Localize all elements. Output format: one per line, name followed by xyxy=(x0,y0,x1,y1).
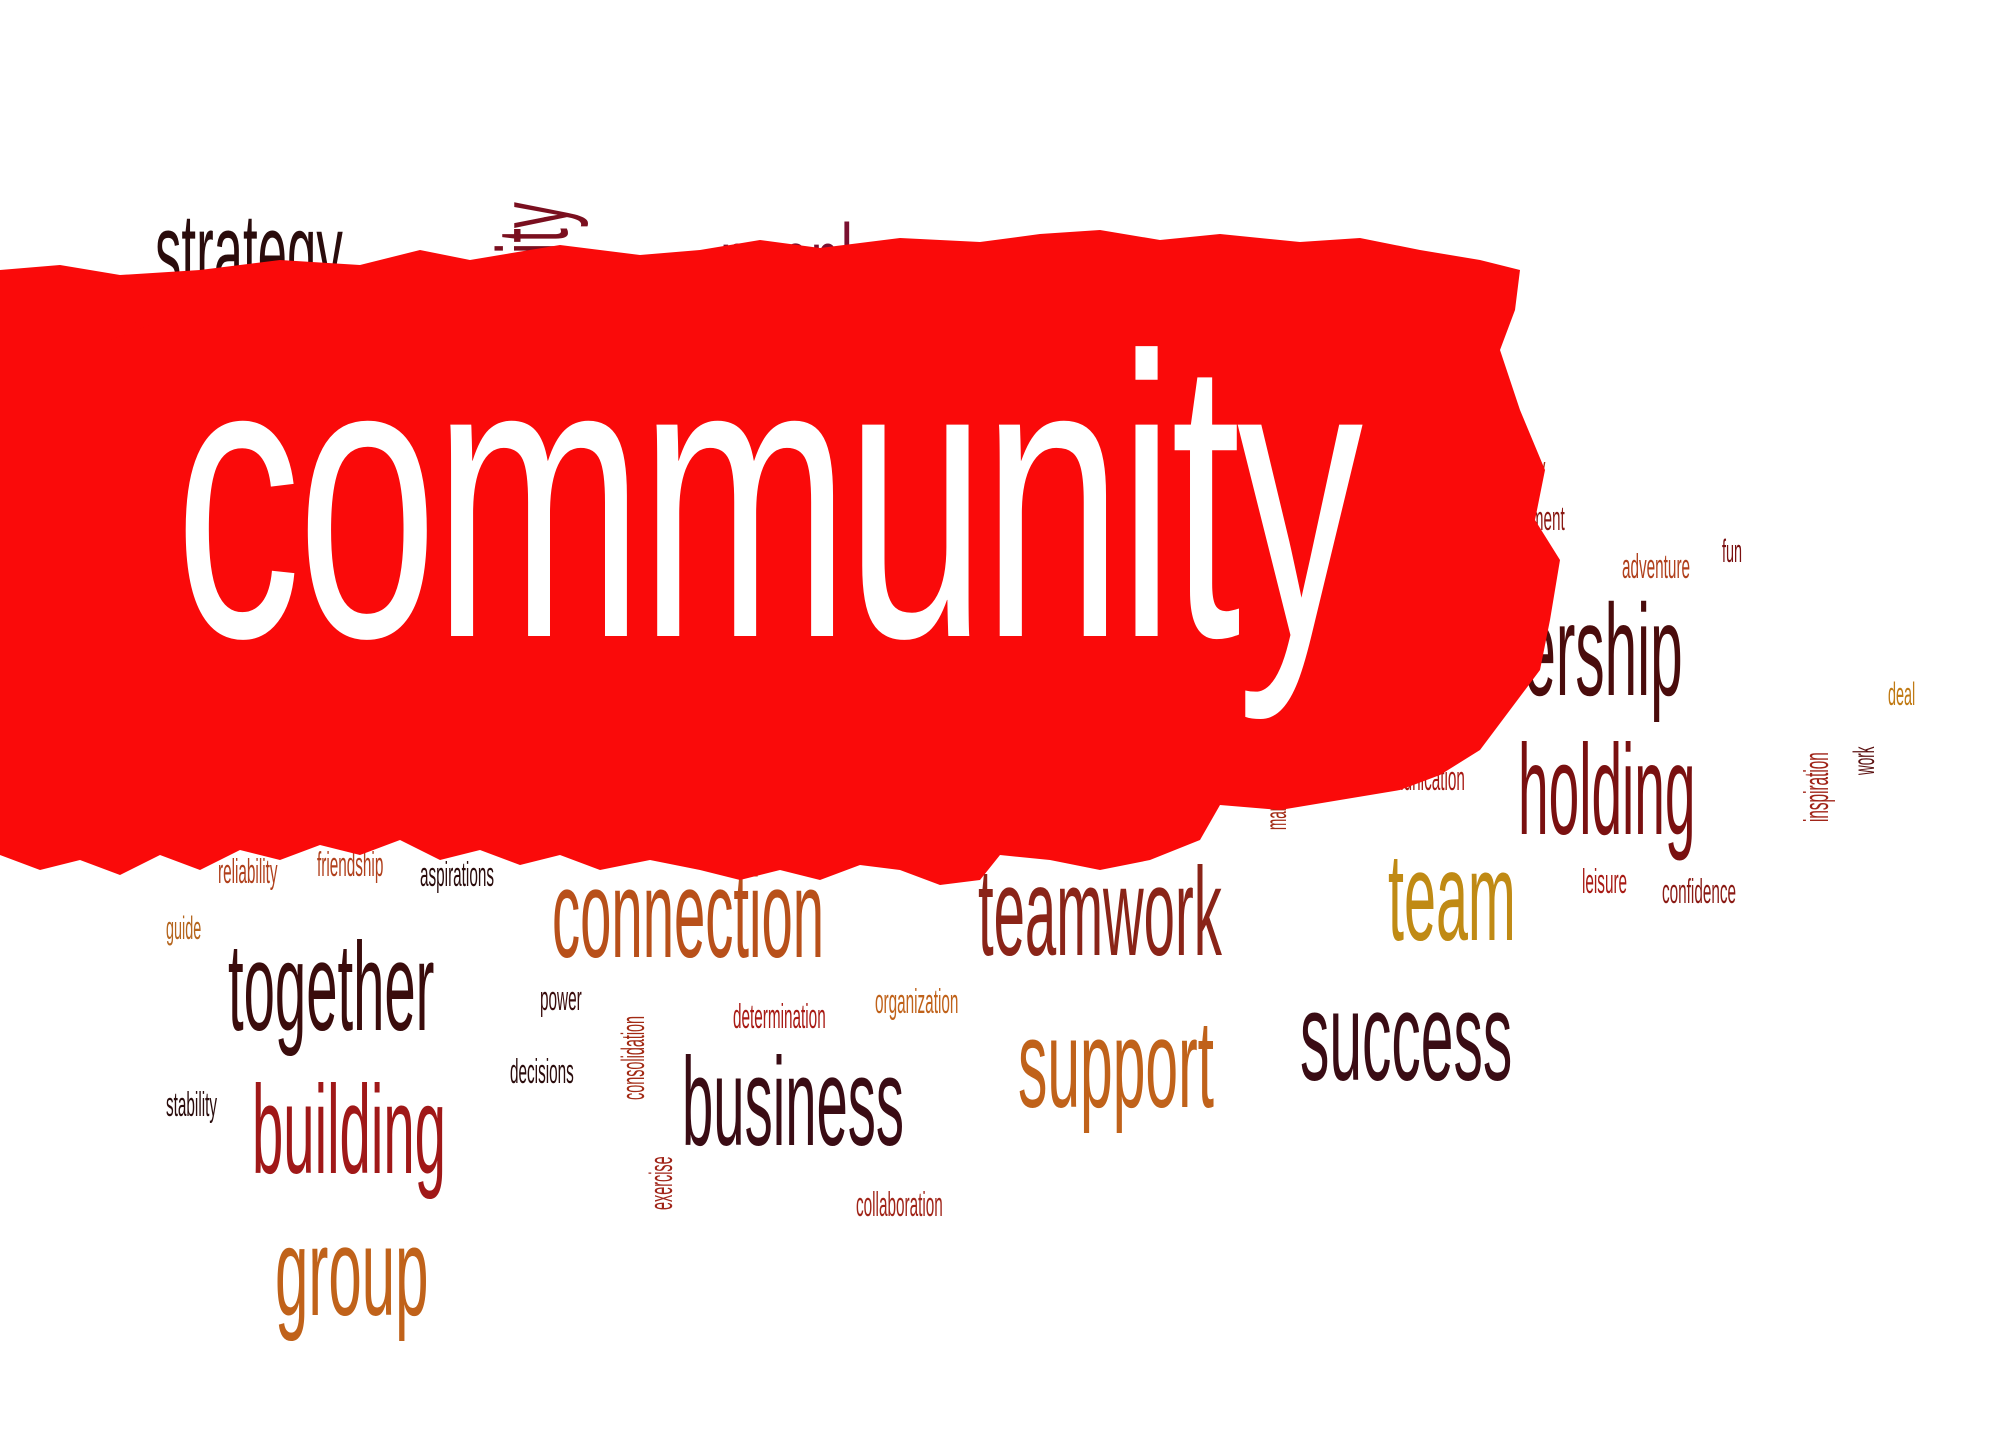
word-connection: connection xyxy=(552,845,825,984)
word-exercise: exercise xyxy=(643,1156,679,1210)
word-guide: guide xyxy=(166,910,202,946)
word-deal: deal xyxy=(1888,676,1916,712)
word-team: team xyxy=(1388,828,1516,967)
word-friendship: friendship xyxy=(317,846,384,884)
word-power: power xyxy=(540,980,582,1018)
word-collaboration: collaboration xyxy=(856,1186,943,1224)
banner-stroke xyxy=(0,230,1560,885)
word-decisions: decisions xyxy=(510,1053,574,1091)
word-reliability: reliability xyxy=(218,853,278,891)
red-brush-banner xyxy=(0,230,1560,885)
word-confidence: confidence xyxy=(1662,873,1737,911)
word-determination: determination xyxy=(733,998,826,1036)
word-together: together xyxy=(228,918,435,1057)
banner-stroke-streak xyxy=(0,315,150,345)
word-support: support xyxy=(1018,995,1214,1134)
word-work: work xyxy=(1848,746,1881,775)
headline-community: community xyxy=(175,274,1363,721)
word-group: group xyxy=(275,1203,429,1342)
word-aspirations: aspirations xyxy=(420,856,494,894)
word-fun: fun xyxy=(1722,533,1743,569)
word-leisure: leisure xyxy=(1582,863,1628,901)
word-success: success xyxy=(1300,968,1513,1107)
word-inspiration: inspiration xyxy=(1798,752,1836,822)
word-organization: organization xyxy=(875,983,959,1021)
word-stability: stability xyxy=(166,1086,218,1124)
word-consolidation: consolidation xyxy=(615,1015,651,1100)
word-adventure: adventure xyxy=(1622,548,1691,586)
word-building: building xyxy=(252,1061,446,1200)
word-teamwork: teamwork xyxy=(978,843,1222,982)
word-business: business xyxy=(682,1033,905,1172)
word-holding: holding xyxy=(1518,719,1696,862)
